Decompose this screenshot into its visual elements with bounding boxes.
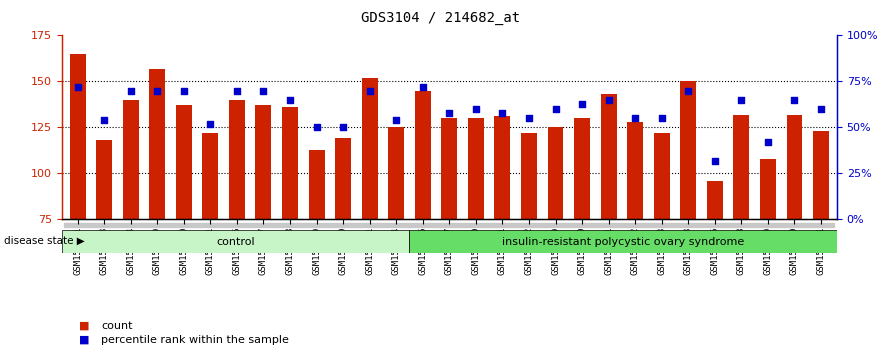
Bar xyxy=(176,105,192,219)
Point xyxy=(655,115,669,121)
Point xyxy=(177,88,191,93)
Point xyxy=(283,97,297,103)
Point xyxy=(495,110,509,115)
Point xyxy=(70,84,85,90)
Text: ■: ■ xyxy=(79,321,90,331)
Bar xyxy=(463,223,489,227)
Point xyxy=(575,101,589,106)
Bar xyxy=(468,118,484,219)
Bar xyxy=(622,223,648,227)
Bar xyxy=(357,223,383,227)
Bar xyxy=(569,223,596,227)
Bar xyxy=(755,223,781,227)
Bar xyxy=(62,230,409,253)
Bar xyxy=(813,131,829,219)
Bar xyxy=(489,223,515,227)
Bar xyxy=(654,133,670,219)
Bar xyxy=(303,223,329,227)
Bar xyxy=(648,223,675,227)
Bar xyxy=(144,223,171,227)
Point xyxy=(681,88,695,93)
Bar xyxy=(701,223,728,227)
Point xyxy=(469,106,483,112)
Bar xyxy=(515,223,542,227)
Bar xyxy=(760,159,776,219)
Point xyxy=(150,88,164,93)
Point xyxy=(549,106,563,112)
Bar xyxy=(436,223,463,227)
Text: percentile rank within the sample: percentile rank within the sample xyxy=(101,335,289,345)
Point xyxy=(336,125,350,130)
Bar xyxy=(171,223,197,227)
Point xyxy=(389,117,403,123)
Point xyxy=(761,139,775,145)
Text: insulin-resistant polycystic ovary syndrome: insulin-resistant polycystic ovary syndr… xyxy=(502,236,744,247)
Point xyxy=(522,115,536,121)
Bar xyxy=(441,118,457,219)
Point xyxy=(628,115,642,121)
Bar xyxy=(224,223,250,227)
Bar xyxy=(91,223,117,227)
Point xyxy=(97,117,111,123)
Bar xyxy=(149,69,166,219)
Bar xyxy=(329,223,357,227)
Bar xyxy=(596,223,622,227)
Bar xyxy=(601,94,617,219)
Point xyxy=(735,97,749,103)
Bar xyxy=(389,127,404,219)
Bar xyxy=(733,115,750,219)
Bar xyxy=(229,100,245,219)
Point xyxy=(416,84,430,90)
Text: count: count xyxy=(101,321,133,331)
Bar xyxy=(282,107,298,219)
Point xyxy=(256,88,270,93)
Point xyxy=(204,121,218,127)
Text: control: control xyxy=(216,236,255,247)
Point xyxy=(707,158,722,164)
Bar xyxy=(781,223,808,227)
Point xyxy=(602,97,616,103)
Bar xyxy=(521,133,537,219)
Bar xyxy=(410,223,436,227)
Bar xyxy=(574,118,590,219)
Bar xyxy=(808,223,834,227)
Bar xyxy=(250,223,277,227)
Bar xyxy=(255,105,271,219)
Point xyxy=(363,88,377,93)
Text: ■: ■ xyxy=(79,335,90,345)
Bar xyxy=(335,138,351,219)
Bar xyxy=(197,223,224,227)
Bar xyxy=(627,122,643,219)
Bar xyxy=(70,54,85,219)
Bar xyxy=(362,78,378,219)
Bar xyxy=(383,223,410,227)
Bar xyxy=(203,133,218,219)
Bar xyxy=(96,140,112,219)
Point xyxy=(788,97,802,103)
Bar xyxy=(117,223,144,227)
Bar xyxy=(680,81,696,219)
Point xyxy=(309,125,323,130)
Bar xyxy=(787,115,803,219)
Bar xyxy=(64,223,91,227)
Text: disease state ▶: disease state ▶ xyxy=(4,236,85,246)
Bar xyxy=(675,223,701,227)
Point xyxy=(814,106,828,112)
Point xyxy=(230,88,244,93)
Text: GDS3104 / 214682_at: GDS3104 / 214682_at xyxy=(361,11,520,25)
Bar xyxy=(728,223,755,227)
Point xyxy=(123,88,137,93)
Bar xyxy=(415,91,431,219)
Bar xyxy=(542,223,569,227)
Bar xyxy=(548,127,564,219)
Bar xyxy=(308,149,324,219)
Point xyxy=(442,110,456,115)
Bar xyxy=(277,223,303,227)
Bar xyxy=(494,116,510,219)
Bar xyxy=(122,100,138,219)
Bar xyxy=(707,181,722,219)
Bar xyxy=(409,230,837,253)
